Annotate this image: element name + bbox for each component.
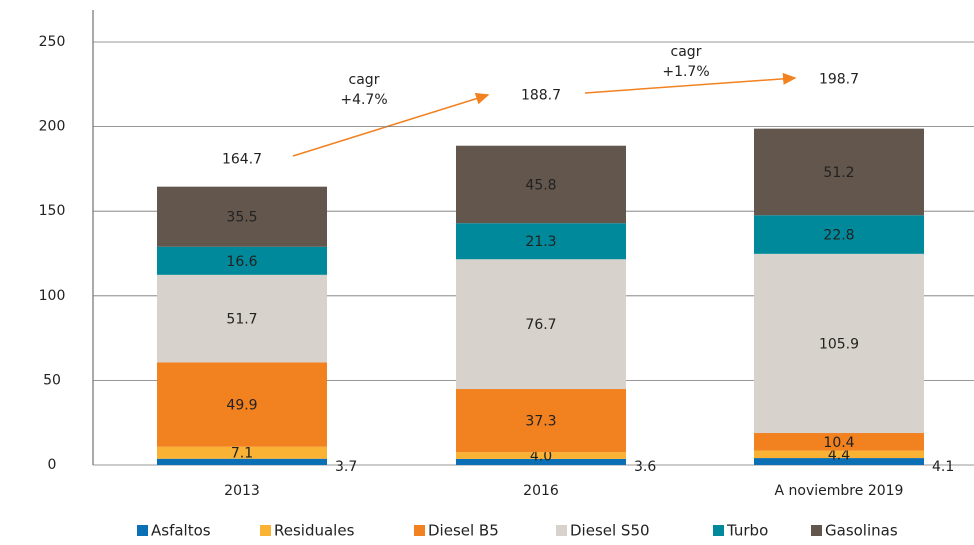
y-tick-label: 0 — [48, 457, 57, 473]
bar-segment — [157, 246, 327, 275]
bar-segment — [754, 253, 924, 434]
bar-segment — [754, 450, 924, 459]
bar-segment — [157, 362, 327, 447]
legend-label: Residuales — [274, 522, 355, 540]
annotation: +1.7% — [662, 64, 709, 80]
value-label: 3.6 — [634, 459, 656, 475]
annotation: cagr — [671, 44, 702, 60]
arrow — [584, 72, 797, 94]
bar-segment — [157, 446, 327, 459]
total-label: 164.7 — [222, 152, 262, 168]
value-label: 7.1 — [231, 446, 253, 462]
bar-segment — [157, 458, 327, 465]
annotation: +4.7% — [340, 92, 387, 108]
legend-swatch — [137, 525, 148, 536]
bar-segment — [456, 145, 626, 224]
bar-segment — [754, 215, 924, 254]
bar-segment — [456, 458, 626, 465]
bar-segment — [456, 389, 626, 453]
value-label: 35.5 — [226, 210, 257, 226]
value-label: 3.7 — [335, 459, 357, 475]
value-label: 21.3 — [525, 234, 556, 250]
legend-swatch — [556, 525, 567, 536]
legend-swatch — [260, 525, 271, 536]
total-label: 198.7 — [819, 72, 859, 88]
value-label: 45.8 — [525, 177, 556, 193]
value-label: 105.9 — [819, 336, 859, 352]
arrow — [292, 92, 490, 157]
legend-swatch — [713, 525, 724, 536]
annotation: cagr — [349, 72, 380, 88]
x-tick-label: 2013 — [224, 483, 260, 499]
value-label: 4.1 — [932, 459, 954, 475]
y-tick-label: 100 — [39, 288, 66, 304]
legend-swatch — [414, 525, 425, 536]
bar-segment — [456, 452, 626, 459]
legend-label: Diesel B5 — [428, 522, 499, 540]
value-label: 22.8 — [823, 228, 854, 244]
legend-label: Asfaltos — [151, 522, 211, 540]
bar-segment — [754, 128, 924, 216]
value-label: 16.6 — [226, 254, 257, 270]
bar-segment — [456, 259, 626, 390]
value-label: 4.0 — [530, 449, 552, 465]
bar-segment — [754, 433, 924, 451]
legend-label: Gasolinas — [825, 522, 898, 540]
value-label: 37.3 — [525, 414, 556, 430]
value-label: 51.7 — [226, 312, 257, 328]
value-label: 10.4 — [823, 435, 854, 451]
legend-label: Diesel S50 — [570, 522, 650, 540]
total-label: 188.7 — [521, 88, 561, 104]
legend-label: Turbo — [726, 522, 768, 540]
bar-segment — [754, 458, 924, 465]
value-label: 4.4 — [828, 447, 850, 463]
bar-segment — [157, 186, 327, 247]
value-label: 51.2 — [823, 165, 854, 181]
bar-segment — [456, 223, 626, 260]
x-tick-label: 2016 — [523, 483, 559, 499]
value-label: 49.9 — [226, 398, 257, 414]
y-tick-label: 250 — [39, 34, 66, 50]
y-tick-label: 200 — [39, 119, 66, 135]
x-tick-label: A noviembre 2019 — [775, 483, 904, 499]
y-tick-label: 50 — [43, 372, 61, 388]
bar-segment — [157, 274, 327, 363]
y-tick-label: 150 — [39, 203, 66, 219]
legend-swatch — [811, 525, 822, 536]
value-label: 76.7 — [525, 317, 556, 333]
